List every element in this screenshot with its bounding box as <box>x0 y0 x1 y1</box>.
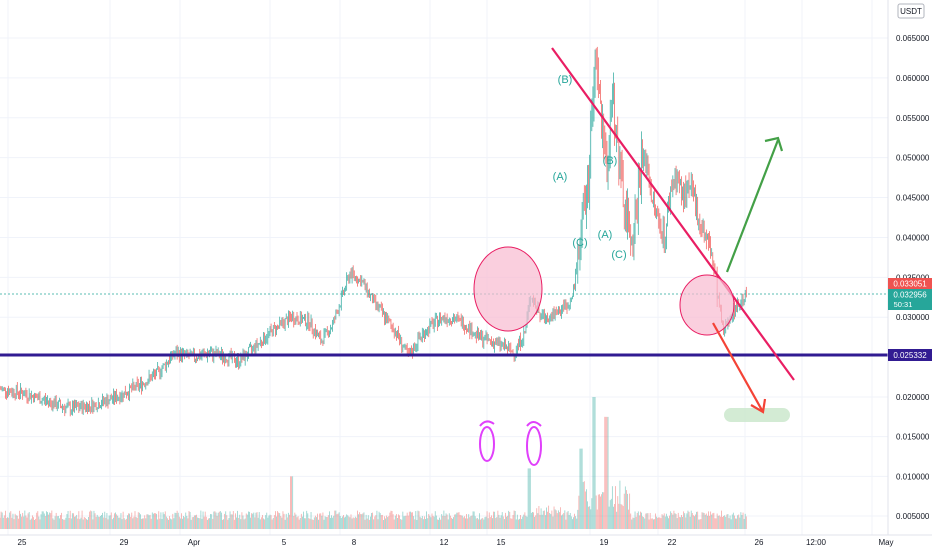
candlesticks <box>0 46 747 417</box>
descending-trendline[interactable] <box>551 47 795 381</box>
y-tick-label: 0.030000 <box>896 313 930 322</box>
x-tick-label: Apr <box>188 538 201 547</box>
wave-label: (C) <box>611 249 626 261</box>
y-tick-label: 0.015000 <box>896 433 930 442</box>
x-tick-label: 22 <box>668 538 677 547</box>
y-tick-label: 0.050000 <box>896 154 930 163</box>
y-tick-label: 0.065000 <box>896 34 930 43</box>
x-tick-label: 8 <box>352 538 357 547</box>
wave-label: (B) <box>603 155 618 167</box>
grid-lines <box>0 0 888 535</box>
y-tick-label: 0.005000 <box>896 512 930 521</box>
target-zone[interactable] <box>724 408 790 422</box>
y-tick-label: 0.020000 <box>896 393 930 402</box>
volume-marker-1 <box>479 420 495 462</box>
wave-label: (A) <box>598 229 613 241</box>
accumulation-circle[interactable] <box>473 246 543 332</box>
retest-circle[interactable] <box>679 274 735 336</box>
x-axis: 25 29 Apr 5 8 12 15 19 22 26 12:00 May <box>0 534 932 547</box>
x-tick-label: 26 <box>755 538 764 547</box>
x-tick-label: 5 <box>282 538 287 547</box>
bullish-arrow[interactable] <box>725 136 784 273</box>
x-tick-label: 19 <box>600 538 609 547</box>
svg-text:50:31: 50:31 <box>894 300 913 309</box>
y-tick-label: 0.045000 <box>896 194 930 203</box>
x-tick-label: 12 <box>440 538 449 547</box>
volume-marker-2 <box>526 421 542 466</box>
price-label-support: 0.025332 <box>888 349 932 361</box>
wave-labels: (B) (A) (C) (B) (A) (C) <box>553 74 627 261</box>
x-tick-label: 25 <box>18 538 27 547</box>
wave-label: (A) <box>553 171 568 183</box>
x-tick-label: 12:00 <box>806 538 827 547</box>
currency-label: USDT <box>900 7 922 16</box>
volume-bars <box>0 397 747 529</box>
wave-label: (C) <box>572 237 587 249</box>
currency-badge[interactable]: USDT <box>897 3 925 19</box>
svg-text:0.025332: 0.025332 <box>893 351 927 360</box>
svg-text:0.032956: 0.032956 <box>893 291 927 300</box>
x-tick-label: 29 <box>120 538 129 547</box>
x-tick-label: May <box>878 538 893 547</box>
bearish-arrow[interactable] <box>712 322 767 414</box>
y-tick-label: 0.060000 <box>896 74 930 83</box>
price-label-high: 0.033051 <box>888 278 932 289</box>
y-tick-label: 0.035000 <box>896 273 930 282</box>
svg-text:0.033051: 0.033051 <box>893 280 927 289</box>
x-tick-label: 15 <box>497 538 506 547</box>
y-tick-label: 0.040000 <box>896 233 930 242</box>
price-label-current: 0.032956 50:31 <box>888 289 932 310</box>
y-tick-label: 0.055000 <box>896 114 930 123</box>
y-axis: 0.065000 0.060000 0.055000 0.050000 0.045000… <box>896 34 930 521</box>
wave-label: (B) <box>558 74 573 86</box>
y-tick-label: 0.010000 <box>896 472 930 481</box>
